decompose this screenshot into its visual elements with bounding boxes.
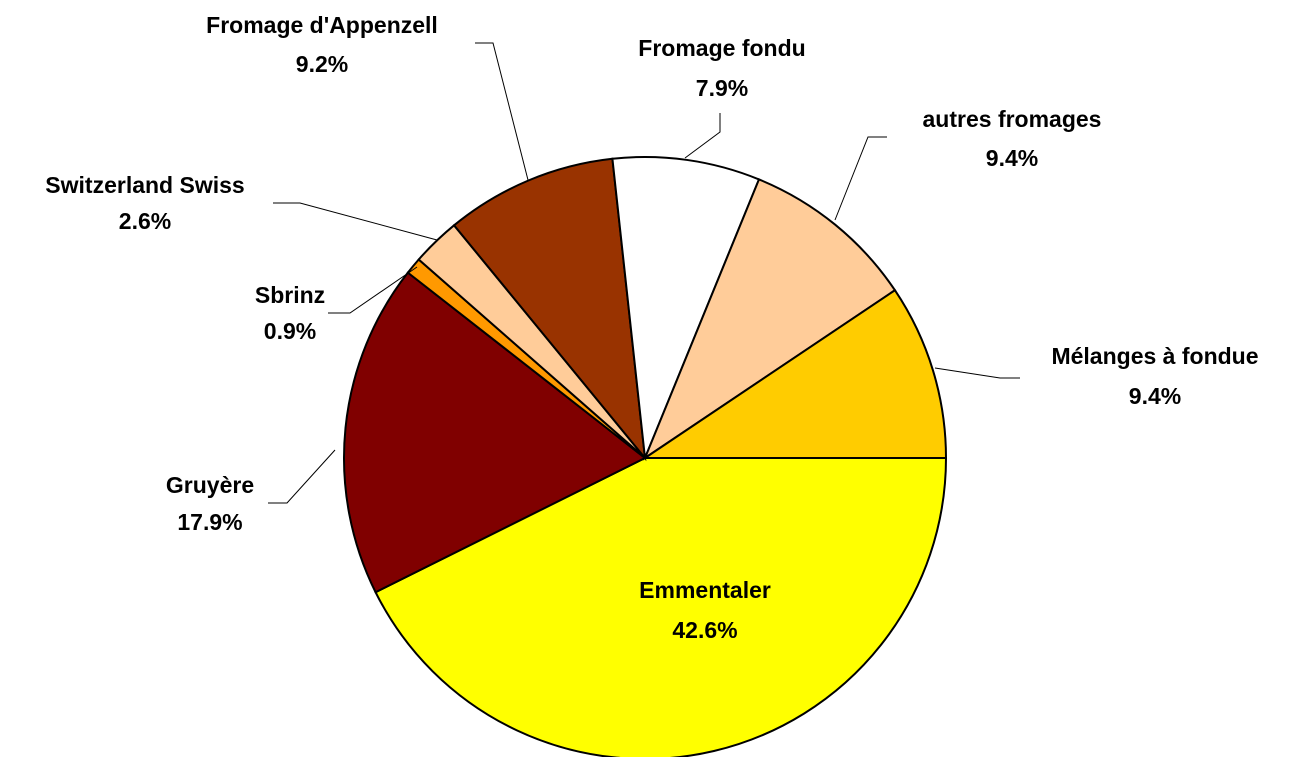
slice-label: Fromage fondu <box>638 35 805 61</box>
pie-slice <box>641 288 948 459</box>
leader-line <box>934 367 1020 379</box>
slice-value-label: 42.6% <box>672 617 737 643</box>
pie-slice <box>343 271 647 594</box>
slice-label: Sbrinz <box>255 282 325 308</box>
leader-line <box>268 449 336 504</box>
slice-label: Mélanges à fondue <box>1051 343 1258 369</box>
slice-label: Switzerland Swiss <box>45 172 244 198</box>
leader-line <box>684 113 721 159</box>
slice-value-label: 9.2% <box>296 51 348 77</box>
leader-line <box>328 266 418 314</box>
pie-slice <box>452 157 647 462</box>
slice-label: Emmentaler <box>639 577 771 603</box>
slice-label: Gruyère <box>166 472 254 498</box>
pie-slice <box>374 457 948 757</box>
slice-value-label: 17.9% <box>177 509 242 535</box>
slice-label: Fromage d'Appenzell <box>206 12 438 38</box>
slice-label: autres fromages <box>923 106 1102 132</box>
slice-value-label: 7.9% <box>696 75 748 101</box>
leader-line <box>475 42 529 181</box>
slice-value-label: 2.6% <box>119 208 171 234</box>
pie-slice <box>642 178 897 461</box>
leader-line <box>834 136 887 221</box>
pie-slice <box>611 156 761 459</box>
slice-value-label: 9.4% <box>1129 383 1181 409</box>
slice-value-label: 9.4% <box>986 145 1038 171</box>
slice-value-label: 0.9% <box>264 318 316 344</box>
leader-line <box>273 202 438 241</box>
